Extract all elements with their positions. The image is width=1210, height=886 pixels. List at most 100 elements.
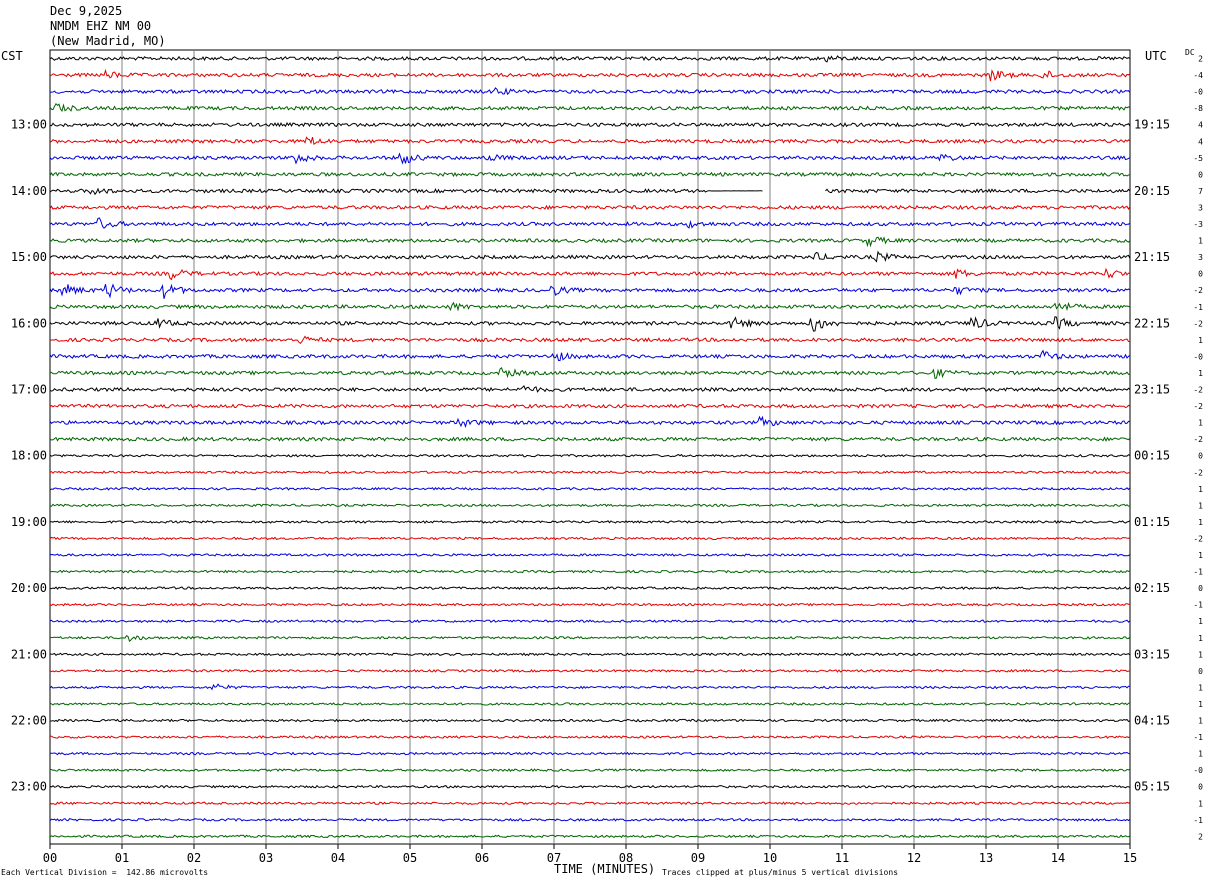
dc-offset-label: 1 xyxy=(1198,799,1203,808)
dc-offset-label: -8 xyxy=(1193,104,1203,113)
x-tick-label: 14 xyxy=(1051,851,1065,865)
utc-hour-label: 00:15 xyxy=(1134,449,1170,463)
dc-offset-label: -2 xyxy=(1193,286,1203,295)
x-tick-label: 11 xyxy=(835,851,849,865)
trace-row-35 xyxy=(49,635,1131,643)
trace-row-7 xyxy=(49,171,1131,178)
trace-row-22 xyxy=(49,415,1131,429)
dc-offset-label: 3 xyxy=(1198,253,1203,262)
dc-offset-label: -1 xyxy=(1193,568,1203,577)
dc-offset-label: -4 xyxy=(1193,71,1203,80)
dc-offset-label: -5 xyxy=(1193,154,1203,163)
utc-hour-label: 03:15 xyxy=(1134,647,1170,661)
cst-hour-label: 20:00 xyxy=(11,581,47,595)
dc-label: DC xyxy=(1185,48,1195,57)
trace-row-25 xyxy=(49,470,1131,475)
trace-row-15 xyxy=(49,301,1131,312)
dc-offset-label: 1 xyxy=(1198,717,1203,726)
dc-offset-label: 1 xyxy=(1198,501,1203,510)
utc-hour-label: 22:15 xyxy=(1134,316,1170,330)
trace-row-30 xyxy=(49,553,1131,557)
cst-hour-label: 14:00 xyxy=(11,184,47,198)
x-tick-label: 08 xyxy=(619,851,633,865)
trace-row-41 xyxy=(49,735,1131,739)
dc-offset-label: -2 xyxy=(1193,319,1203,328)
trace-row-9 xyxy=(49,204,1131,211)
utc-zone-label: UTC xyxy=(1145,49,1167,63)
trace-row-12 xyxy=(49,250,1131,263)
x-tick-label: 12 xyxy=(907,851,921,865)
trace-row-5 xyxy=(49,136,1131,146)
dc-offset-label: 1 xyxy=(1198,634,1203,643)
dc-offset-label: 1 xyxy=(1198,336,1203,345)
dc-offset-label: 0 xyxy=(1198,584,1203,593)
x-tick-label: 09 xyxy=(691,851,705,865)
dc-offset-label: 4 xyxy=(1198,137,1203,146)
trace-row-29 xyxy=(49,536,1131,541)
trace-row-45 xyxy=(49,801,1131,806)
dc-offset-label: -2 xyxy=(1193,402,1203,411)
dc-offset-label: 3 xyxy=(1198,203,1203,212)
trace-row-20 xyxy=(49,385,1131,393)
trace-row-17 xyxy=(49,335,1131,344)
dc-offset-label: -0 xyxy=(1193,766,1203,775)
dc-offset-label: 0 xyxy=(1198,667,1203,676)
dc-offset-label: 0 xyxy=(1198,170,1203,179)
utc-hour-label: 05:15 xyxy=(1134,780,1170,794)
trace-row-16 xyxy=(49,316,1130,332)
dc-offset-label: -0 xyxy=(1193,88,1203,97)
trace-row-36 xyxy=(49,652,1131,657)
plot-frame xyxy=(49,49,1131,845)
x-axis-title: TIME (MINUTES) xyxy=(554,862,656,876)
trace-row-42 xyxy=(49,751,1131,756)
dc-offset-label: 1 xyxy=(1198,750,1203,759)
x-tick-label: 06 xyxy=(475,851,489,865)
dc-offset-label: -2 xyxy=(1193,468,1203,477)
date-label: Dec 9,2025 xyxy=(50,4,123,18)
utc-hour-label: 21:15 xyxy=(1134,250,1170,264)
scale-note: Each Vertical Division = 142.86 microvol… xyxy=(1,868,209,877)
clip-note: Traces clipped at plus/minus 5 vertical … xyxy=(662,868,899,877)
dc-offset-label: 1 xyxy=(1198,485,1203,494)
dc-offset-label: 1 xyxy=(1198,551,1203,560)
dc-offset-label: -1 xyxy=(1193,733,1203,742)
trace-row-19 xyxy=(49,366,1131,380)
x-tick-label: 05 xyxy=(403,851,417,865)
trace-row-39 xyxy=(49,702,1131,706)
utc-hour-label: 19:15 xyxy=(1134,118,1170,132)
x-tick-label: 00 xyxy=(43,851,57,865)
x-tick-label: 01 xyxy=(115,851,129,865)
trace-row-14 xyxy=(49,283,1131,299)
trace-row-38 xyxy=(49,683,1130,691)
cst-hour-label: 21:00 xyxy=(11,647,47,661)
trace-row-10 xyxy=(49,217,1131,229)
trace-row-24 xyxy=(49,453,1131,458)
dc-offset-label: 1 xyxy=(1198,617,1203,626)
trace-row-8 xyxy=(49,187,1131,196)
utc-hour-label: 02:15 xyxy=(1134,581,1170,595)
dc-offset-label: -2 xyxy=(1193,435,1203,444)
trace-row-28 xyxy=(49,519,1131,524)
dc-offset-label: -1 xyxy=(1193,816,1203,825)
dc-offset-label: -3 xyxy=(1193,220,1203,229)
trace-row-27 xyxy=(49,503,1131,508)
utc-hour-label: 20:15 xyxy=(1134,184,1170,198)
x-tick-label: 04 xyxy=(331,851,345,865)
x-tick-label: 07 xyxy=(547,851,561,865)
trace-row-43 xyxy=(49,768,1131,773)
dc-offset-label: 1 xyxy=(1198,419,1203,428)
trace-row-0 xyxy=(49,55,1131,63)
dc-offset-label: 1 xyxy=(1198,237,1203,246)
dc-offset-label: 0 xyxy=(1198,783,1203,792)
trace-row-11 xyxy=(49,236,1131,248)
trace-row-1 xyxy=(49,68,1131,82)
trace-row-31 xyxy=(49,569,1131,574)
trace-row-3 xyxy=(49,102,1131,112)
dc-offset-label: 4 xyxy=(1198,121,1203,130)
trace-row-2 xyxy=(49,87,1131,96)
cst-hour-label: 22:00 xyxy=(11,714,47,728)
trace-row-4 xyxy=(49,121,1131,128)
x-tick-label: 03 xyxy=(259,851,273,865)
dc-offset-label: 0 xyxy=(1198,270,1203,279)
